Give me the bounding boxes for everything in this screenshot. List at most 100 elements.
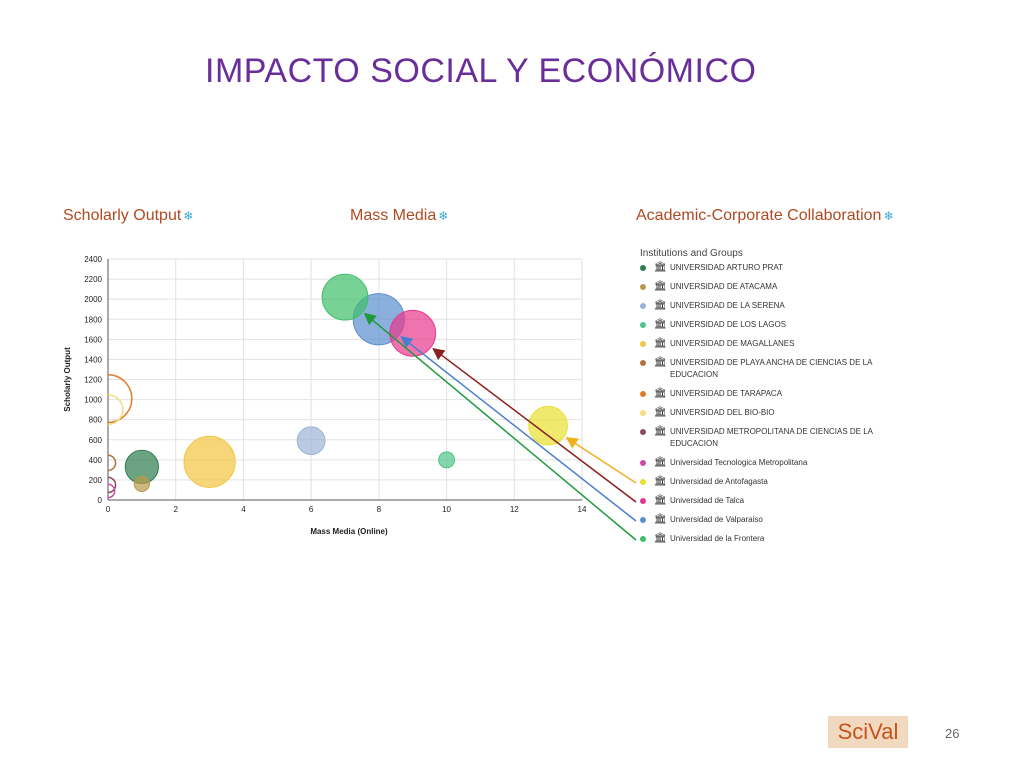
snowflake-icon: ❄ [883,209,894,223]
metric-label: Scholarly Output [63,207,182,224]
legend-item-label: UNIVERSIDAD DE LA SERENA [670,301,785,310]
data-bubble [183,435,236,488]
legend-color-dot [640,341,646,347]
legend-color-dot [640,303,646,309]
bubble-chart: 0 2 4 6 8 10 12 14 0 200 400 600 800 1000 1200 1400 1600… [63,255,587,536]
legend-item[interactable]: 🏛 UNIVERSIDAD METROPOLITANA DE CIENCIAS D… [640,426,880,450]
legend-item[interactable]: 🏛 UNIVERSIDAD DEL BIO-BIO [640,407,880,419]
legend: Institutions and Groups 🏛 UNIVERSIDAD ART… [640,248,880,552]
y-tick-label: 1000 [84,396,102,405]
y-tick-label: 2000 [84,295,102,304]
x-tick-label: 4 [241,505,246,514]
legend-color-dot [640,391,646,397]
x-tick-label: 0 [106,505,111,514]
legend-item-label: Universidad de la Frontera [670,534,765,543]
legend-item[interactable]: 🏛 UNIVERSIDAD DE LA SERENA [640,300,880,312]
y-tick-label: 200 [89,476,103,485]
legend-color-dot [640,265,646,271]
data-bubble [321,273,369,321]
y-tick-label: 2200 [84,275,102,284]
legend-item-label: Universidad de Talca [670,496,745,505]
legend-item[interactable]: 🏛 UNIVERSIDAD DE LOS LAGOS [640,319,880,331]
data-bubble [296,426,326,456]
snowflake-icon: ❄ [183,209,194,223]
institution-icon: 🏛 [654,300,667,311]
legend-color-dot [640,360,646,366]
legend-item-label: UNIVERSIDAD DEL BIO-BIO [670,408,775,417]
legend-item-label: UNIVERSIDAD DE PLAYA ANCHA DE CIENCIAS D… [670,358,872,379]
legend-item-label: UNIVERSIDAD METROPOLITANA DE CIENCIAS DE… [670,427,873,448]
y-tick-label: 1400 [84,355,102,364]
legend-item-label: UNIVERSIDAD DE ATACAMA [670,282,778,291]
data-bubble [438,451,456,469]
data-bubble [108,394,124,426]
institution-icon: 🏛 [654,357,667,368]
institution-icon: 🏛 [654,338,667,349]
x-tick-label: 10 [442,505,451,514]
legend-color-dot [640,460,646,466]
institution-icon: 🏛 [654,533,667,544]
scival-logo: SciVal [828,716,908,748]
y-tick-label: 600 [89,436,103,445]
y-axis-label: Scholarly Output [63,347,72,412]
legend-item-label: UNIVERSIDAD DE TARAPACA [670,389,783,398]
slide-title: IMPACTO SOCIAL Y ECONÓMICO [205,52,757,90]
legend-item[interactable]: 🏛 Universidad de Antofagasta [640,476,880,488]
metric-label: Academic-Corporate Collaboration [636,207,882,224]
y-tick-label: 1600 [84,335,102,344]
legend-items: 🏛 UNIVERSIDAD ARTURO PRAT 🏛 UNIVERSIDAD DE … [640,262,880,545]
legend-item-label: UNIVERSIDAD DE MAGALLANES [670,339,795,348]
legend-item-label: UNIVERSIDAD DE LOS LAGOS [670,320,787,329]
x-tick-label: 8 [377,505,382,514]
legend-item[interactable]: 🏛 Universidad de Talca [640,495,880,507]
legend-color-dot [640,479,646,485]
snowflake-icon: ❄ [438,209,449,223]
institution-icon: 🏛 [654,514,667,525]
data-bubble [108,476,117,494]
legend-item[interactable]: 🏛 UNIVERSIDAD DE ATACAMA [640,281,880,293]
y-tick-label: 800 [89,416,103,425]
legend-color-dot [640,284,646,290]
data-bubble [528,405,568,446]
legend-item-label: Universidad Tecnologica Metropolitana [670,458,808,467]
legend-item[interactable]: 🏛 Universidad de la Frontera [640,533,880,545]
institution-icon: 🏛 [654,407,667,418]
x-tick-label: 14 [578,505,587,514]
y-tick-label: 0 [98,496,103,505]
institution-icon: 🏛 [654,476,667,487]
legend-item[interactable]: 🏛 UNIVERSIDAD ARTURO PRAT [640,262,880,274]
page-number: 26 [945,726,960,741]
institution-icon: 🏛 [654,319,667,330]
legend-item[interactable]: 🏛 UNIVERSIDAD DE MAGALLANES [640,338,880,350]
legend-item[interactable]: 🏛 UNIVERSIDAD DE PLAYA ANCHA DE CIENCIAS … [640,357,880,381]
legend-item-label: Universidad de Valparaiso [670,515,763,524]
legend-item[interactable]: 🏛 Universidad Tecnologica Metropolitana [640,457,880,469]
metric-scholarly-output[interactable]: Scholarly Output ❄ [63,207,193,225]
data-bubble [108,454,117,472]
institution-icon: 🏛 [654,495,667,506]
metric-mass-media[interactable]: Mass Media ❄ [350,207,448,225]
institution-icon: 🏛 [654,388,667,399]
institution-icon: 🏛 [654,262,667,273]
legend-color-dot [640,322,646,328]
data-bubble [108,374,133,424]
legend-color-dot [640,498,646,504]
bubbles-group [108,273,568,499]
data-bubble [108,483,116,499]
institution-icon: 🏛 [654,426,667,437]
legend-item[interactable]: 🏛 Universidad de Valparaiso [640,514,880,526]
legend-header: Institutions and Groups [640,248,743,259]
y-tick-label: 400 [89,456,103,465]
y-tick-label: 1800 [84,315,102,324]
legend-color-dot [640,517,646,523]
legend-color-dot [640,429,646,435]
legend-color-dot [640,410,646,416]
data-bubble [389,309,437,357]
x-axis-label: Mass Media (Online) [310,527,388,536]
metric-label: Mass Media [350,207,437,224]
legend-item[interactable]: 🏛 UNIVERSIDAD DE TARAPACA [640,388,880,400]
metric-academic-corporate[interactable]: Academic-Corporate Collaboration ❄ [636,207,894,225]
institution-icon: 🏛 [654,457,667,468]
data-bubble [133,475,150,493]
y-tick-label: 1200 [84,376,102,385]
